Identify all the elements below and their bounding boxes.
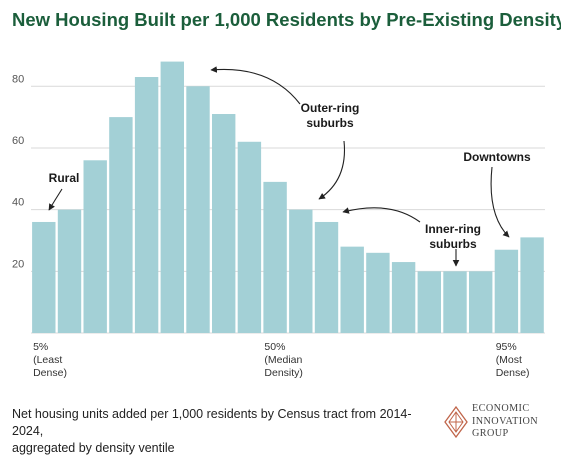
bar xyxy=(263,181,287,333)
rural-arrow xyxy=(48,188,63,211)
y-tick-labels: 20 40 60 80 xyxy=(12,73,24,270)
logo-text: ECONOMIC INNOVATION GROUP xyxy=(472,403,538,441)
bar xyxy=(289,209,313,333)
logo-line-2: INNOVATION xyxy=(472,415,539,427)
bar xyxy=(186,86,210,334)
annotations: RuralOuter-ringsuburbsInner-ringsuburbsD… xyxy=(48,66,531,267)
bar xyxy=(57,209,82,333)
x-tick-label: 50% xyxy=(264,341,285,353)
bar xyxy=(469,271,493,333)
annotation-inner-ring: Inner-ring xyxy=(425,222,481,236)
y-tick-label: 60 xyxy=(12,135,24,147)
bar xyxy=(134,77,159,333)
annotation-downtowns: Downtowns xyxy=(463,150,531,164)
annotation-inner-ring: suburbs xyxy=(429,237,477,251)
bar xyxy=(391,262,416,333)
diamond-logo-icon xyxy=(444,406,468,438)
bar xyxy=(340,246,364,333)
downtowns-arrow xyxy=(490,166,510,238)
outer-ring-arrow-upper xyxy=(210,66,301,105)
x-tick-label: (Most xyxy=(496,354,522,366)
footnote-line-2: aggregated by density ventile xyxy=(12,441,175,455)
bar xyxy=(417,271,441,333)
y-tick-label: 20 xyxy=(12,258,24,270)
x-tick-labels: 5%(LeastDense)50%(MedianDensity)95%(Most… xyxy=(33,341,529,379)
x-tick-label: Density) xyxy=(264,367,303,379)
annotation-rural: Rural xyxy=(49,171,80,185)
bar xyxy=(366,252,390,333)
bar xyxy=(314,221,339,333)
x-tick-label: (Median xyxy=(264,354,302,366)
footnote-line-1: Net housing units added per 1,000 reside… xyxy=(12,407,412,438)
bar xyxy=(83,160,107,333)
logo-line-3: GROUP xyxy=(472,428,509,439)
bar xyxy=(109,117,133,334)
bar xyxy=(237,141,262,333)
y-tick-label: 80 xyxy=(12,73,24,85)
bar xyxy=(494,249,519,333)
x-tick-label: Dense) xyxy=(33,367,67,379)
annotation-outer-ring: suburbs xyxy=(306,116,354,130)
inner-ring-arrow-left xyxy=(342,207,421,223)
x-tick-label: (Least xyxy=(33,354,62,366)
x-tick-label: 5% xyxy=(33,341,48,353)
bar xyxy=(520,237,544,333)
outer-ring-arrow-lower xyxy=(318,140,346,200)
annotation-outer-ring: Outer-ring xyxy=(301,101,360,115)
chart-title: New Housing Built per 1,000 Residents by… xyxy=(12,9,561,30)
logo: ECONOMIC INNOVATION GROUP xyxy=(444,403,556,443)
gridlines xyxy=(31,85,545,334)
bar xyxy=(160,61,184,333)
y-tick-label: 40 xyxy=(12,197,24,209)
bar xyxy=(32,221,56,333)
bar xyxy=(443,271,467,333)
x-tick-label: Dense) xyxy=(496,367,530,379)
x-tick-label: 95% xyxy=(496,341,517,353)
bars xyxy=(32,61,544,334)
bar xyxy=(212,114,236,333)
logo-line-1: ECONOMIC xyxy=(472,403,530,414)
footnote: Net housing units added per 1,000 reside… xyxy=(12,406,432,457)
